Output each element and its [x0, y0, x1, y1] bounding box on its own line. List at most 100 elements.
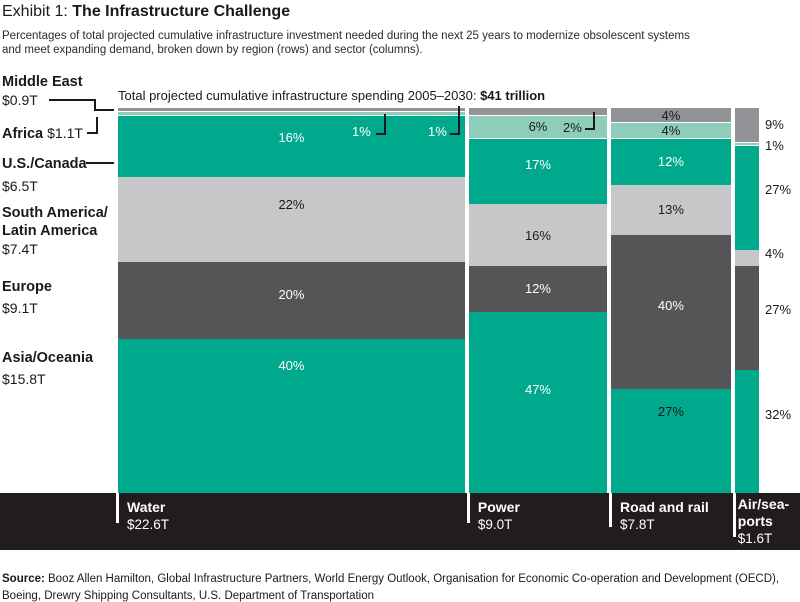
source-note: Source: Booz Allen Hamilton, Global Infr… — [2, 571, 779, 602]
region-total-us-canada: $6.5T — [2, 178, 38, 194]
figure-subtitle: Percentages of total projected cumulativ… — [2, 29, 690, 57]
column-water: 16% 22% 20% 40% — [118, 108, 465, 493]
air-sea-label-africa: 1% — [765, 138, 784, 153]
subtitle-line1: Percentages of total projected cumulativ… — [2, 30, 690, 42]
region-total-africa: $1.1T — [47, 125, 83, 141]
sector-total: $1.6T — [737, 531, 773, 546]
segment-power-africa: 6% — [468, 115, 608, 139]
segment-value-label: 12% — [524, 281, 551, 297]
axis-tick-road — [609, 493, 613, 527]
annotation-value: $41 trillion — [480, 88, 546, 103]
region-label-south-america-1: South America/ — [2, 205, 108, 221]
column-road-and-rail: 4% 4% 12% 13% 40% 27% — [611, 108, 731, 493]
segment-value-label: 4% — [661, 123, 681, 139]
segment-road-asia-oceania: 27% — [611, 389, 731, 493]
exhibit-label: Exhibit 1: — [2, 3, 73, 20]
segment-value-label: 40% — [657, 297, 684, 313]
sector-label-power: Power $9.0T — [478, 499, 520, 533]
region-label-asia-oceania: Asia/Oceania — [2, 350, 94, 366]
sector-total: $7.8T — [620, 517, 655, 532]
segment-power-middle-east — [468, 108, 608, 116]
annotation-text: Total projected cumulative infrastructur… — [118, 88, 481, 103]
air-sea-label-europe: 27% — [765, 302, 792, 317]
segment-value-label: 22% — [278, 197, 305, 213]
segment-road-middle-east: 4% — [611, 107, 731, 124]
segment-power-south-america: 16% — [468, 204, 608, 266]
segment-air-south-america — [734, 250, 760, 266]
region-label-europe: Europe — [2, 279, 52, 295]
africa-leader-line — [87, 117, 98, 134]
sector-name: Power — [477, 499, 520, 515]
sector-label-water: Water $22.6T — [127, 499, 169, 533]
segment-value-label: 16% — [278, 129, 305, 145]
callout-water-africa-value: 1% — [352, 124, 371, 139]
segment-value-label: 12% — [657, 154, 684, 170]
air-sea-label-middle-east: 9% — [765, 117, 784, 132]
region-label-us-canada: U.S./Canada — [2, 156, 87, 172]
column-power: 6% 17% 16% 12% 47% — [468, 108, 608, 493]
segment-air-africa — [734, 142, 760, 147]
segment-water-south-america: 22% — [118, 177, 465, 262]
segment-value-label: 47% — [524, 382, 551, 398]
segment-road-europe: 40% — [611, 235, 731, 390]
segment-road-south-america: 13% — [611, 184, 731, 236]
region-label-south-america-2: Latin America — [2, 223, 98, 239]
sector-total: $22.6T — [127, 517, 170, 532]
region-name-africa: Africa — [2, 126, 44, 142]
callout-power-middle-east-value: 2% — [563, 120, 582, 135]
segment-power-us-canada: 17% — [468, 138, 608, 205]
air-sea-label-asia-oceania: 32% — [765, 407, 792, 422]
segment-road-africa: 4% — [611, 123, 731, 139]
segment-value-label: 4% — [661, 107, 681, 123]
source-line2: Boeing, Drewry Shipping Consultants, U.S… — [2, 588, 779, 602]
source-prefix: Source: — [2, 573, 49, 585]
air-sea-label-south-america: 4% — [765, 246, 784, 261]
region-label-middle-east: Middle East — [2, 74, 83, 90]
sector-label-air-sea-ports: Air/sea- ports $1.6T — [738, 496, 798, 547]
segment-value-label: 6% — [528, 119, 548, 135]
segment-value-label: 20% — [278, 286, 305, 302]
segment-value-label: 16% — [524, 227, 551, 243]
segment-air-asia-oceania — [734, 369, 760, 493]
segment-air-us-canada — [734, 146, 760, 251]
total-spending-annotation: Total projected cumulative infrastructur… — [118, 88, 545, 103]
axis-tick-air-sea — [732, 493, 736, 537]
column-air-sea-ports — [734, 108, 760, 493]
segment-air-europe — [734, 265, 760, 370]
source-text-1: Booz Allen Hamilton, Global Infrastructu… — [48, 573, 780, 585]
segment-water-africa — [118, 111, 465, 116]
segment-value-label: 27% — [657, 404, 684, 420]
callout-water-middle-east-value: 1% — [428, 124, 447, 139]
segment-value-label: 17% — [524, 157, 551, 172]
subtitle-line2: and meet expanding demand, broken down b… — [2, 44, 423, 56]
axis-tick-water — [116, 493, 119, 523]
segment-power-asia-oceania: 47% — [468, 312, 608, 493]
middle-east-leader-line — [49, 99, 114, 111]
source-text-2: Boeing, Drewry Shipping Consultants, U.S… — [2, 589, 375, 602]
segment-water-asia-oceania: 40% — [118, 338, 465, 493]
sector-name-line2: ports — [737, 513, 773, 529]
sector-axis-bar — [0, 493, 800, 550]
region-total-europe: $9.1T — [2, 300, 38, 316]
sector-total: $9.0T — [477, 517, 513, 532]
segment-air-middle-east — [734, 108, 760, 143]
segment-road-us-canada: 12% — [611, 138, 731, 185]
callout-water-africa-bracket — [376, 114, 386, 135]
axis-tick-power — [466, 493, 470, 523]
segment-water-us-canada: 16% — [118, 115, 465, 178]
sector-name: Water — [127, 499, 166, 515]
segment-water-middle-east — [118, 108, 465, 112]
callout-power-middle-east-bracket — [585, 112, 595, 130]
region-total-middle-east: $0.9T — [2, 92, 38, 108]
sector-label-road-and-rail: Road and rail $7.8T — [620, 499, 709, 533]
air-sea-label-us-canada: 27% — [765, 182, 792, 197]
segment-value-label: 40% — [278, 358, 305, 374]
segment-value-label: 13% — [657, 202, 684, 218]
title-text: The Infrastructure Challenge — [72, 3, 291, 20]
callout-water-middle-east-bracket — [450, 106, 460, 135]
region-total-asia-oceania: $15.8T — [2, 371, 46, 387]
segment-water-europe: 20% — [118, 261, 465, 339]
sector-name: Road and rail — [620, 499, 709, 515]
region-label-africa: Africa $1.1T — [2, 125, 83, 143]
